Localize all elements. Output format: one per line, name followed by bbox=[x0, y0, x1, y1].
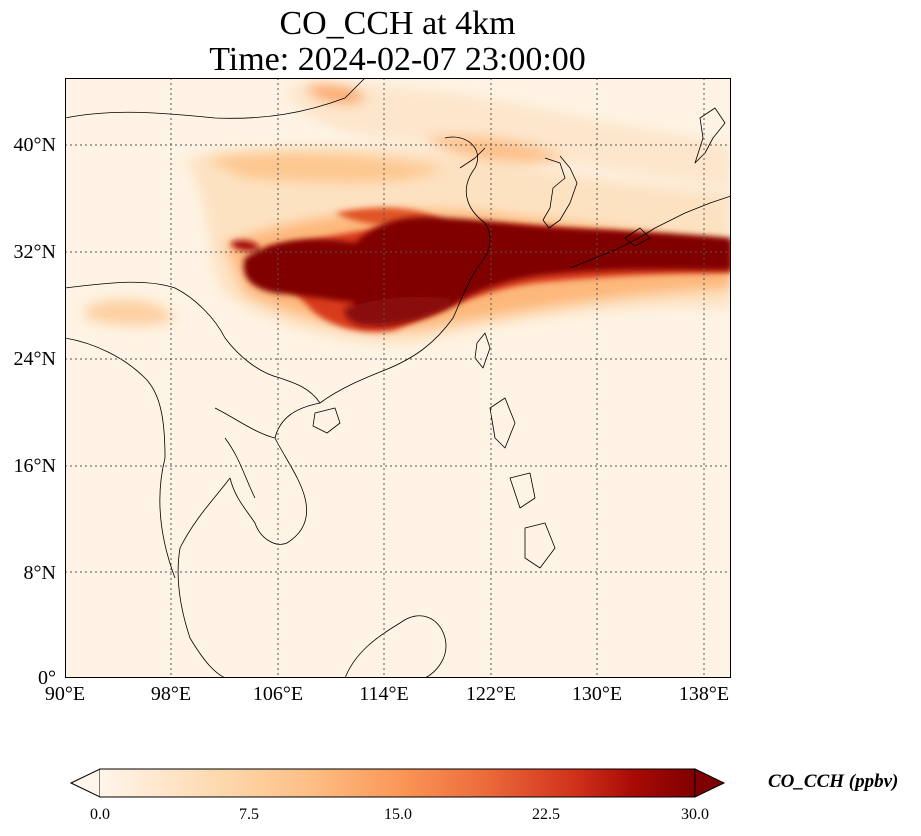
lat-tick-0: 0° bbox=[38, 667, 56, 689]
colorbar-tick-0: 0.0 bbox=[90, 806, 110, 823]
map-title: CO_CCH at 4km bbox=[279, 5, 516, 42]
colorbar-extend-min bbox=[70, 768, 101, 798]
lat-tick-32: 32°N bbox=[13, 241, 56, 263]
lon-tick-138: 138°E bbox=[678, 683, 730, 705]
lat-tick-24: 24°N bbox=[13, 348, 56, 370]
colorbar-tick-7-5: 7.5 bbox=[239, 806, 259, 823]
map-subtitle-time: Time: 2024-02-07 23:00:00 bbox=[209, 41, 586, 78]
lat-tick-8: 8°N bbox=[23, 562, 56, 584]
lon-tick-114: 114°E bbox=[359, 683, 409, 705]
map-frame bbox=[65, 78, 731, 678]
gridlines bbox=[65, 78, 731, 678]
lon-tick-90: 90°E bbox=[44, 683, 86, 705]
plume-peak bbox=[230, 216, 731, 327]
colorbar-tick-15: 15.0 bbox=[384, 806, 412, 823]
lon-tick-106: 106°E bbox=[252, 683, 304, 705]
lat-tick-16: 16°N bbox=[13, 455, 56, 477]
lon-tick-122: 122°E bbox=[465, 683, 517, 705]
colorbar-tick-22-5: 22.5 bbox=[532, 806, 560, 823]
colorbar-gradient bbox=[100, 769, 695, 797]
colorbar-tick-30: 30.0 bbox=[681, 806, 709, 823]
lat-tick-40: 40°N bbox=[13, 134, 56, 156]
colorbar-label: CO_CCH (ppbv) bbox=[768, 771, 899, 792]
lon-tick-98: 98°E bbox=[150, 683, 192, 705]
coastlines bbox=[65, 78, 731, 678]
colorbar-extend-max bbox=[694, 768, 726, 798]
lon-tick-130: 130°E bbox=[571, 683, 623, 705]
colorbar bbox=[70, 768, 726, 798]
concentration-map bbox=[65, 78, 731, 678]
